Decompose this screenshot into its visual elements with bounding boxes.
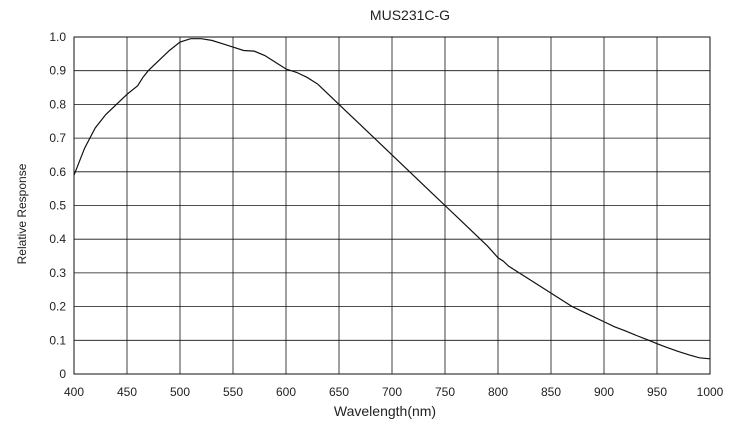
plot-frame bbox=[73, 36, 711, 375]
y-tick-label: 0.5 bbox=[49, 199, 66, 213]
y-tick-label: 0.2 bbox=[49, 300, 66, 314]
y-tick-label: 0.7 bbox=[49, 131, 66, 145]
x-tick-labels: 400 450 500 550 600 650 700 750 800 850 900 950 1000 bbox=[64, 385, 724, 399]
x-tick-label: 700 bbox=[382, 385, 402, 399]
y-tick-label: 0.8 bbox=[49, 97, 66, 111]
y-tick-label: 0.9 bbox=[49, 64, 66, 78]
y-tick-label: 1.0 bbox=[49, 30, 66, 44]
y-axis-label: Relative Response bbox=[15, 163, 29, 264]
x-tick-label: 600 bbox=[276, 385, 296, 399]
series-line bbox=[73, 38, 711, 360]
y-tick-label: 0.6 bbox=[49, 165, 66, 179]
y-tick-label: 0.3 bbox=[49, 266, 66, 280]
x-tick-label: 650 bbox=[329, 385, 349, 399]
x-tick-label: 950 bbox=[647, 385, 667, 399]
x-tick-label: 750 bbox=[435, 385, 455, 399]
y-tick-labels: 0 0.1 0.2 0.3 0.4 0.5 0.6 0.7 0.8 0.9 1.0 bbox=[49, 30, 66, 381]
x-tick-label: 1000 bbox=[697, 385, 724, 399]
y-tick-label: 0 bbox=[59, 367, 66, 381]
y-tick-label: 0.1 bbox=[49, 333, 66, 347]
grid-lines bbox=[73, 36, 711, 375]
x-axis-label: Wavelength(nm) bbox=[334, 403, 436, 419]
x-tick-label: 450 bbox=[117, 385, 137, 399]
x-tick-label: 900 bbox=[594, 385, 614, 399]
x-tick-label: 500 bbox=[170, 385, 190, 399]
y-tick-label: 0.4 bbox=[49, 232, 66, 246]
x-tick-label: 550 bbox=[223, 385, 243, 399]
x-tick-label: 850 bbox=[541, 385, 561, 399]
x-tick-label: 400 bbox=[64, 385, 84, 399]
chart-title: MUS231C-G bbox=[370, 7, 450, 23]
x-tick-label: 800 bbox=[488, 385, 508, 399]
